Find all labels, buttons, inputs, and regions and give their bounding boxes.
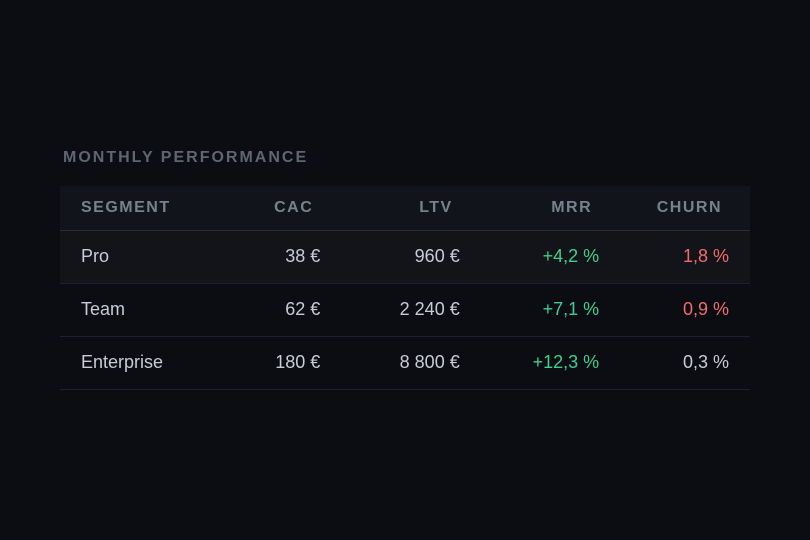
header-row: SEGMENT CAC LTV MRR CHURN [60, 186, 750, 231]
cell-ltv: 8 800 € [320, 336, 460, 390]
table-body: Pro 38 € 960 € +4,2 % 1,8 % Team 62 € 2 … [60, 230, 750, 390]
column-header-cac[interactable]: CAC [235, 186, 321, 231]
cell-segment: Pro [60, 230, 236, 284]
cell-churn: 0,9 % [599, 283, 750, 337]
table-row[interactable]: Team 62 € 2 240 € +7,1 % 0,9 % [60, 283, 750, 337]
cell-ltv: 2 240 € [320, 283, 460, 337]
column-header-segment[interactable]: SEGMENT [60, 186, 236, 231]
cell-mrr: +4,2 % [459, 230, 600, 284]
column-header-ltv[interactable]: LTV [320, 186, 460, 231]
cell-cac: 38 € [235, 230, 321, 284]
cell-ltv: 960 € [320, 230, 460, 284]
column-header-churn[interactable]: CHURN [599, 186, 750, 231]
cell-churn: 0,3 % [599, 336, 750, 390]
cell-segment: Team [60, 283, 236, 337]
table-row[interactable]: Enterprise 180 € 8 800 € +12,3 % 0,3 % [60, 336, 750, 390]
table-header: SEGMENT CAC LTV MRR CHURN [60, 186, 750, 231]
performance-table: SEGMENT CAC LTV MRR CHURN Pro 38 € 960 €… [60, 186, 750, 390]
cell-mrr: +12,3 % [459, 336, 600, 390]
cell-churn: 1,8 % [599, 230, 750, 284]
cell-mrr: +7,1 % [459, 283, 600, 337]
cell-cac: 62 € [235, 283, 321, 337]
column-header-mrr[interactable]: MRR [459, 186, 600, 231]
cell-segment: Enterprise [60, 336, 236, 390]
cell-cac: 180 € [235, 336, 321, 390]
section-title: MONTHLY PERFORMANCE [63, 149, 309, 166]
table-row[interactable]: Pro 38 € 960 € +4,2 % 1,8 % [60, 230, 750, 284]
